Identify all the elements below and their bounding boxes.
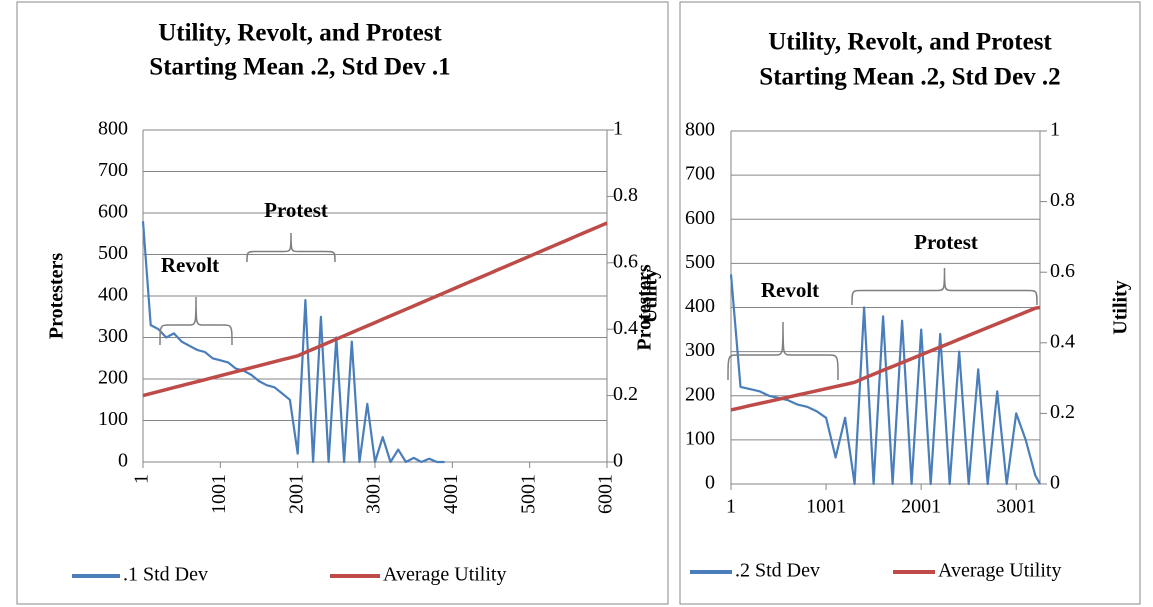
- y2-tick-label: 0.6: [613, 250, 638, 272]
- y-tick-label: 400: [685, 295, 715, 317]
- y2-tick-label: 0: [613, 450, 623, 472]
- y-tick-label: 700: [685, 163, 715, 185]
- x-tick-label: 1: [726, 496, 736, 518]
- legend-label: Average Utility: [938, 560, 1061, 582]
- chart-frame: [16, 1, 669, 605]
- y-tick-label: 100: [685, 427, 715, 449]
- y2-axis-label: Utility: [640, 269, 662, 323]
- y-tick-label: 300: [685, 339, 715, 361]
- y-axis-label: Protesters: [46, 253, 68, 339]
- y2-axis-label: Utility: [1110, 280, 1132, 334]
- legend-label: .1 Std Dev: [123, 564, 208, 586]
- annotation: Protest: [914, 230, 978, 254]
- y2-tick-label: 1: [1050, 119, 1060, 141]
- x-tick-label: 1: [131, 474, 153, 484]
- brace: [159, 296, 233, 346]
- y2-tick-label: 0.2: [613, 383, 638, 405]
- y-tick-label: 400: [98, 284, 128, 306]
- y-tick-label: 100: [98, 408, 128, 430]
- y2-tick-label: 1: [613, 118, 623, 140]
- y-tick-label: 500: [685, 251, 715, 273]
- y-tick-label: 700: [98, 159, 128, 181]
- brace: [851, 267, 1038, 306]
- y-tick-label: 0: [118, 450, 128, 472]
- annotation: Revolt: [761, 278, 819, 302]
- y-tick-label: 800: [685, 119, 715, 141]
- chart-title: Utility, Revolt, and Protest: [768, 29, 1052, 56]
- x-tick-label: 2001: [901, 496, 941, 518]
- series-line: [141, 221, 445, 464]
- x-tick-label: 6001: [595, 474, 617, 514]
- y2-tick-label: 0.4: [613, 317, 638, 339]
- series-line: [730, 305, 1041, 412]
- y2-tick-label: 0.8: [1050, 189, 1075, 211]
- chart-title: Utility, Revolt, and Protest: [158, 20, 442, 47]
- x-tick-label: 4001: [440, 474, 462, 514]
- y-tick-label: 300: [98, 325, 128, 347]
- y2-tick-label: 0: [1050, 472, 1060, 494]
- y2-tick-label: 0.2: [1050, 401, 1075, 423]
- chart-frame: [679, 1, 1141, 605]
- x-tick-label: 3001: [996, 496, 1036, 518]
- y-tick-label: 200: [98, 367, 128, 389]
- legend-label: Average Utility: [383, 564, 506, 586]
- x-tick-label: 2001: [285, 474, 307, 514]
- y-tick-label: 500: [98, 242, 128, 264]
- y-tick-label: 600: [685, 207, 715, 229]
- chart-subtitle: Starting Mean .2, Std Dev .2: [759, 64, 1060, 91]
- annotation: Protest: [264, 198, 328, 222]
- y-tick-label: 800: [98, 118, 128, 140]
- y-axis-label: Protesters: [634, 264, 656, 350]
- chart-subtitle: Starting Mean .2, Std Dev .1: [149, 54, 450, 81]
- series-line: [142, 221, 608, 398]
- brace: [246, 232, 336, 263]
- y-tick-label: 0: [705, 472, 715, 494]
- y-tick-label: 200: [685, 383, 715, 405]
- x-tick-label: 1001: [208, 474, 230, 514]
- brace: [727, 321, 839, 381]
- annotation: Revolt: [161, 253, 219, 277]
- y2-tick-label: 0.4: [1050, 330, 1075, 352]
- y-tick-label: 600: [98, 201, 128, 223]
- legend-label: .2 Std Dev: [735, 560, 820, 582]
- x-tick-label: 1001: [806, 496, 846, 518]
- x-tick-label: 5001: [517, 474, 539, 514]
- x-tick-label: 3001: [363, 474, 385, 514]
- y2-tick-label: 0.6: [1050, 260, 1075, 282]
- y2-tick-label: 0.8: [613, 184, 638, 206]
